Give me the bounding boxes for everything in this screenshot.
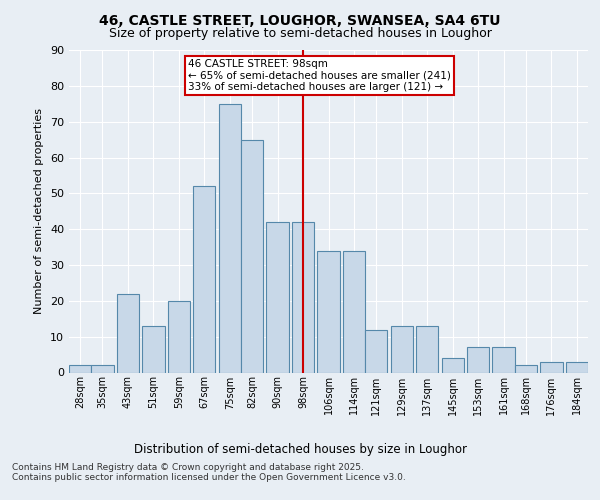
Bar	[493, 348, 515, 372]
Text: 46, CASTLE STREET, LOUGHOR, SWANSEA, SA4 6TU: 46, CASTLE STREET, LOUGHOR, SWANSEA, SA4…	[99, 14, 501, 28]
Text: Size of property relative to semi-detached houses in Loughor: Size of property relative to semi-detach…	[109, 28, 491, 40]
Bar	[391, 326, 413, 372]
Bar	[515, 366, 537, 372]
Bar	[540, 362, 563, 372]
Text: Distribution of semi-detached houses by size in Loughor: Distribution of semi-detached houses by …	[133, 442, 467, 456]
Text: Contains HM Land Registry data © Crown copyright and database right 2025.
Contai: Contains HM Land Registry data © Crown c…	[12, 462, 406, 482]
Y-axis label: Number of semi-detached properties: Number of semi-detached properties	[34, 108, 44, 314]
Bar	[442, 358, 464, 372]
Bar	[365, 330, 388, 372]
Bar	[292, 222, 314, 372]
Text: 46 CASTLE STREET: 98sqm
← 65% of semi-detached houses are smaller (241)
33% of s: 46 CASTLE STREET: 98sqm ← 65% of semi-de…	[188, 59, 451, 92]
Bar	[566, 362, 588, 372]
Bar	[168, 301, 190, 372]
Bar	[317, 250, 340, 372]
Bar	[218, 104, 241, 372]
Bar	[142, 326, 164, 372]
Bar	[91, 366, 113, 372]
Bar	[117, 294, 139, 372]
Bar	[266, 222, 289, 372]
Bar	[416, 326, 439, 372]
Bar	[241, 140, 263, 372]
Bar	[343, 250, 365, 372]
Bar	[193, 186, 215, 372]
Bar	[467, 348, 489, 372]
Bar	[69, 366, 91, 372]
